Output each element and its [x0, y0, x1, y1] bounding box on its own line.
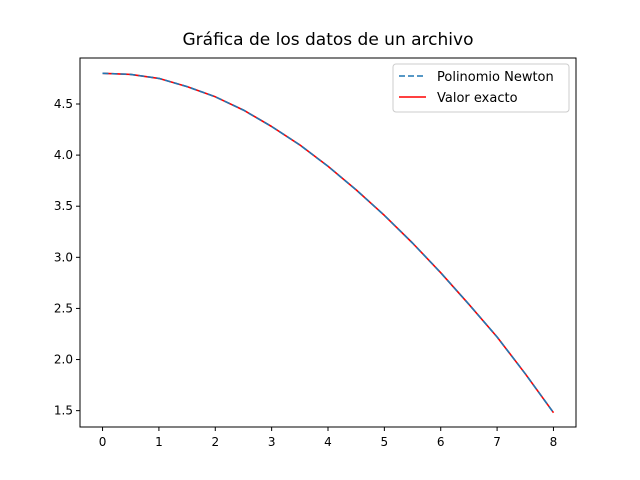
series-line-newton [102, 72, 555, 414]
y-tick-label: 4.5 [54, 97, 73, 111]
y-tick-label: 4.0 [54, 148, 73, 162]
x-tick-label: 2 [211, 435, 219, 449]
y-axis: 1.5 2.0 2.5 3.0 3.5 4.0 4.5 [54, 97, 80, 418]
x-tick-label: 6 [437, 435, 445, 449]
y-tick-label: 3.5 [54, 199, 73, 213]
y-tick-label: 2.0 [54, 353, 73, 367]
chart-title: Gráfica de los datos de un archivo [183, 30, 474, 50]
series-line-exacto [102, 72, 555, 414]
x-tick-label: 7 [493, 435, 501, 449]
x-tick-label: 8 [550, 435, 558, 449]
x-tick-label: 5 [381, 435, 389, 449]
y-tick-label: 1.5 [54, 404, 73, 418]
legend: Polinomio Newton Valor exacto [392, 63, 570, 113]
y-tick-label: 3.0 [54, 250, 73, 264]
plot-lines [102, 72, 555, 414]
legend-box [392, 63, 570, 113]
x-tick-label: 3 [268, 435, 276, 449]
x-axis: 0 1 2 3 4 5 6 7 8 [99, 427, 558, 449]
x-tick-label: 0 [99, 435, 107, 449]
x-tick-label: 1 [155, 435, 163, 449]
legend-label: Polinomio Newton [437, 70, 554, 85]
legend-label: Valor exacto [437, 91, 518, 106]
x-tick-label: 4 [324, 435, 332, 449]
y-tick-label: 2.5 [54, 301, 73, 315]
plot-frame [79, 57, 577, 428]
